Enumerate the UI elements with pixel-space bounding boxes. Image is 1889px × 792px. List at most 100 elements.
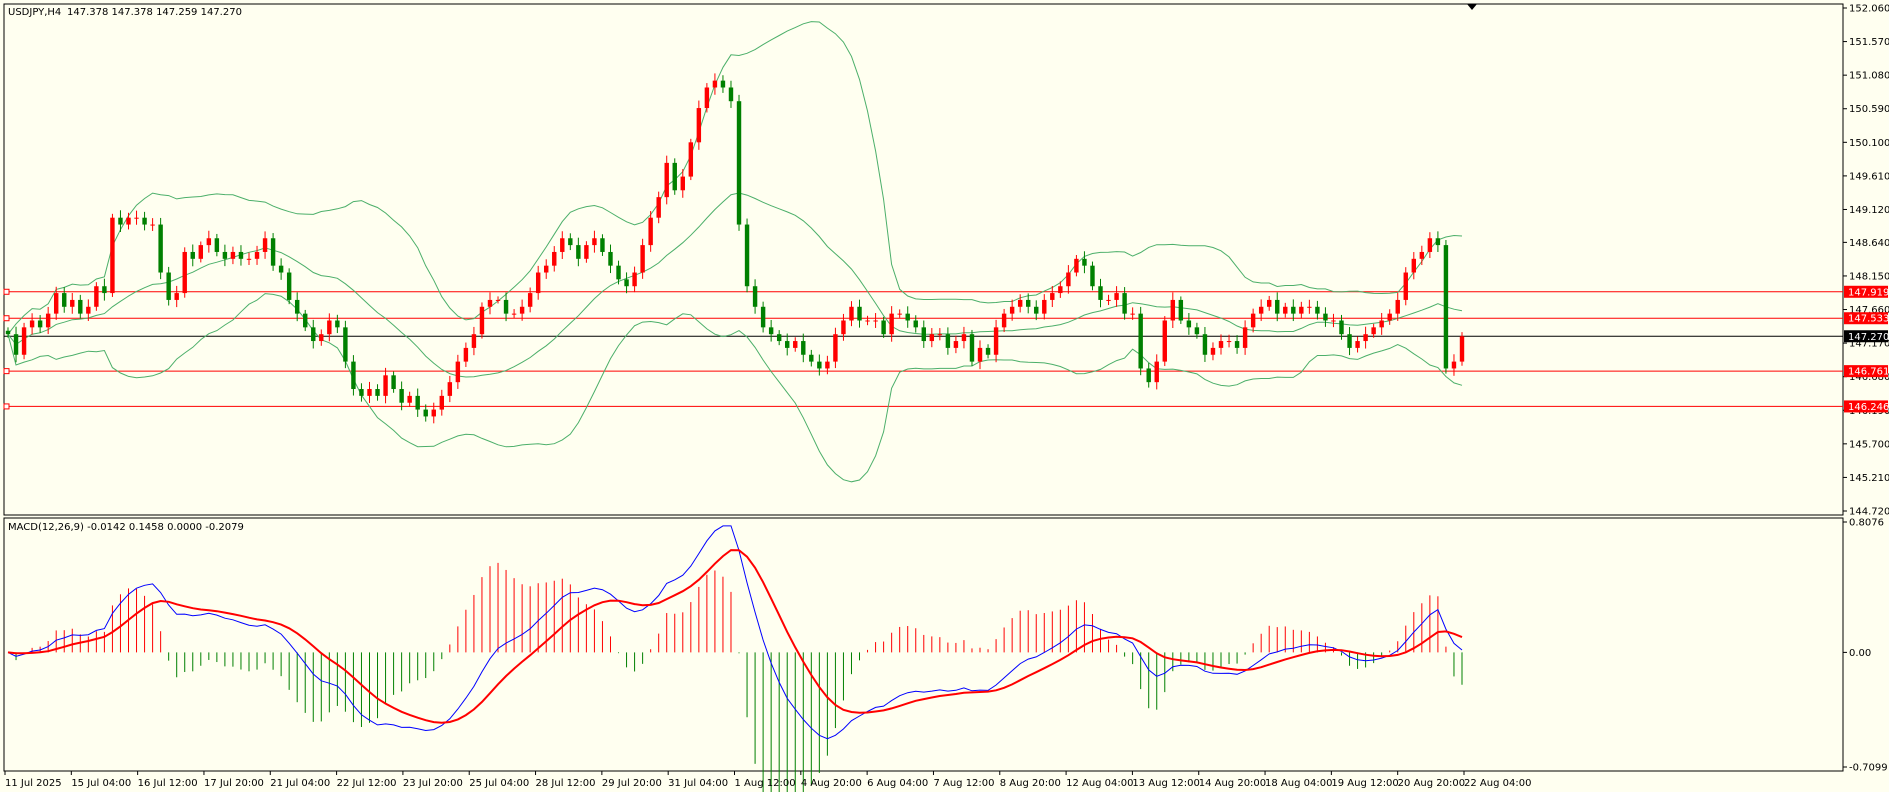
price-tick-label: 148.640 [1849, 238, 1889, 249]
candle-body [1114, 293, 1119, 300]
candle-body [1178, 299, 1184, 321]
time-tick-label: 22 Jul 12:00 [337, 778, 397, 789]
candle-body [367, 389, 372, 396]
candle-body [889, 313, 894, 335]
candle-body [423, 409, 428, 417]
candle-body [1258, 306, 1264, 314]
level-price-tag-text: 146.761 [1848, 367, 1889, 378]
level-price-tag [1844, 285, 1888, 298]
candle-body [503, 299, 509, 314]
candle-body [1170, 299, 1176, 321]
candle-body [158, 224, 163, 273]
candle-body [1347, 334, 1352, 348]
candle-body [343, 327, 348, 362]
candle-body [552, 251, 557, 266]
candle-body [744, 224, 750, 287]
price-tick-label: 149.120 [1849, 205, 1889, 216]
candle-body [1050, 293, 1055, 300]
time-tick-label: 15 Jul 04:00 [71, 778, 131, 789]
candle-body [897, 313, 902, 315]
candle-body [841, 320, 846, 335]
bb-middle [7, 192, 1463, 378]
candle-body [720, 80, 726, 88]
time-tick-label: 7 Aug 12:00 [933, 778, 994, 789]
candle-body [937, 334, 943, 336]
candle-body [544, 265, 549, 273]
price-tick-label: 148.150 [1849, 271, 1889, 282]
candle-body [1146, 368, 1151, 383]
chart-shift-marker-icon[interactable] [1467, 4, 1477, 10]
candle-body [206, 238, 212, 246]
candle-body [1387, 313, 1392, 321]
candle-body [560, 238, 565, 252]
candle-body [1186, 320, 1192, 328]
candle-body [929, 334, 935, 342]
candle-body [319, 334, 324, 342]
candle-body [1138, 313, 1143, 369]
candle-body [45, 313, 51, 328]
candle-body [576, 245, 581, 259]
candle-body [728, 87, 734, 102]
time-tick-label: 4 Aug 20:00 [801, 778, 862, 789]
candle-body [1443, 245, 1449, 369]
price-tick-label: 151.080 [1849, 71, 1889, 82]
time-tick-label: 20 Aug 20:00 [1398, 778, 1465, 789]
level-price-tag-text: 147.533 [1848, 314, 1889, 325]
candle-body [865, 320, 870, 322]
candle-body [294, 299, 300, 314]
candle-body [262, 238, 268, 252]
price-tick-label: 150.590 [1849, 104, 1889, 115]
time-tick-label: 31 Jul 04:00 [668, 778, 728, 789]
candle-body [246, 258, 252, 260]
time-tick-label: 16 Jul 12:00 [138, 778, 198, 789]
candle-body [704, 87, 710, 109]
candle-body [1435, 238, 1441, 246]
time-tick-label: 11 Jul 2025 [5, 778, 62, 789]
time-tick-label: 28 Jul 12:00 [536, 778, 596, 789]
candle-body [286, 272, 292, 300]
candle-body [527, 293, 533, 307]
level-handle [3, 368, 10, 375]
candle-body [447, 382, 453, 396]
level-price-tag [1844, 400, 1888, 413]
candle-body [78, 299, 83, 314]
current-price-tag [1844, 330, 1888, 343]
candle-body [303, 313, 308, 328]
candle-body [1210, 347, 1216, 355]
bb-lower [7, 293, 1463, 483]
candle-body [222, 251, 228, 259]
time-tick-label: 29 Jul 20:00 [602, 778, 662, 789]
candle-body [1009, 306, 1015, 314]
candle-body [1074, 258, 1079, 273]
candle-body [1242, 327, 1248, 348]
candle-body [166, 272, 171, 300]
candle-body [198, 245, 204, 259]
candle-body [142, 217, 147, 225]
candle-body [1363, 334, 1368, 342]
candle-body [1026, 299, 1031, 307]
candle-body [1323, 313, 1328, 321]
bollinger-bands [7, 21, 1463, 483]
price-panel[interactable] [3, 3, 1844, 516]
candle-body [37, 320, 43, 328]
candle-body [833, 334, 838, 362]
price-tick-label: 149.610 [1849, 171, 1889, 182]
candle-body [53, 293, 59, 314]
candle-body [1042, 299, 1047, 314]
candle-body [688, 142, 694, 177]
price-tick-label: 146.680 [1849, 372, 1889, 383]
candle-body [624, 279, 629, 287]
macd-label: MACD(12,26,9) -0.0142 0.1458 0.0000 -0.2… [8, 522, 244, 533]
candle-body [311, 327, 316, 342]
candle-body [1034, 306, 1039, 314]
candle-body [463, 347, 469, 362]
candle-body [1162, 320, 1167, 362]
candle-body [455, 361, 461, 383]
candle-body [945, 334, 951, 348]
time-tick-label: 22 Aug 04:00 [1464, 778, 1531, 789]
price-tick-label: 150.100 [1849, 138, 1889, 149]
candle-body [1058, 286, 1063, 294]
current-price-tag-text: 147.270 [1848, 332, 1889, 343]
candle-body [86, 306, 91, 314]
